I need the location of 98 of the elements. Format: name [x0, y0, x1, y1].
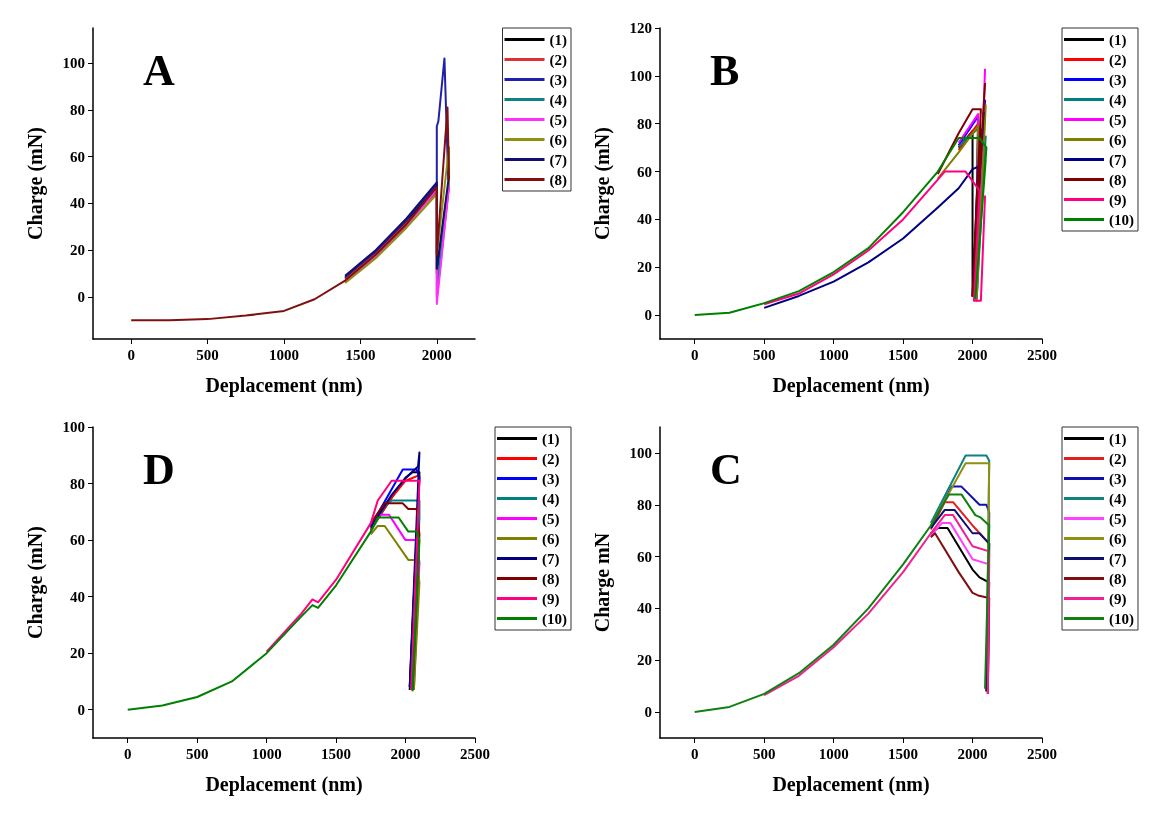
- legend-label: (3): [1109, 71, 1127, 89]
- y-tick-label: 80: [637, 496, 652, 513]
- chart-title: C: [710, 444, 742, 494]
- legend-label: (3): [1109, 470, 1127, 488]
- y-tick-label: 20: [637, 259, 652, 276]
- y-tick-label: 0: [77, 288, 85, 305]
- y-tick-label: 20: [637, 652, 652, 669]
- y-axis-title: Charge (mN): [24, 127, 47, 240]
- x-tick-label: 0: [690, 745, 699, 762]
- legend-label: (10): [1109, 610, 1135, 628]
- legend-label: (6): [1109, 131, 1127, 149]
- x-tick-label: 1500: [888, 745, 919, 762]
- x-tick-label: 0: [127, 346, 135, 363]
- x-tick-label: 2500: [460, 745, 490, 762]
- x-axis-title: Deplacement (nm): [205, 773, 363, 796]
- legend-label: (5): [1109, 510, 1127, 528]
- y-tick-label: 0: [644, 307, 652, 324]
- legend-label: (4): [1109, 490, 1127, 508]
- chart-title: D: [143, 444, 175, 494]
- x-axis-title: Deplacement (nm): [772, 374, 930, 397]
- y-tick-label: 100: [62, 55, 85, 72]
- x-tick-label: 2000: [957, 745, 988, 762]
- y-axis-title: Charge mN: [591, 532, 614, 633]
- legend-label: (10): [542, 610, 568, 628]
- legend-label: (2): [1109, 51, 1127, 69]
- y-tick-label: 80: [70, 101, 85, 118]
- legend-label: (1): [549, 31, 568, 49]
- y-tick-label: 40: [70, 195, 85, 212]
- legend-label: (8): [542, 570, 560, 588]
- y-tick-label: 80: [637, 115, 652, 132]
- legend-label: (5): [1109, 111, 1127, 129]
- legend-label: (7): [1109, 151, 1127, 169]
- legend-label: (4): [549, 91, 568, 109]
- x-tick-label: 500: [752, 745, 776, 762]
- legend-label: (6): [1109, 530, 1127, 548]
- legend-label: (3): [542, 470, 560, 488]
- x-tick-label: 1000: [818, 346, 849, 363]
- x-tick-label: 2000: [421, 346, 452, 363]
- legend-label: (6): [542, 530, 560, 548]
- legend-label: (6): [549, 131, 568, 149]
- y-tick-label: 0: [77, 701, 85, 718]
- x-axis-title: Deplacement (nm): [772, 773, 930, 796]
- x-tick-label: 2500: [1027, 745, 1057, 762]
- y-tick-label: 20: [70, 242, 85, 259]
- x-tick-label: 1500: [345, 346, 376, 363]
- y-tick-label: 0: [644, 704, 652, 721]
- y-tick-label: 100: [629, 67, 652, 84]
- y-tick-label: 60: [70, 532, 85, 549]
- legend-label: (8): [1109, 171, 1127, 189]
- y-tick-label: 100: [62, 419, 85, 435]
- y-tick-label: 40: [70, 588, 85, 605]
- legend-label: (5): [542, 510, 560, 528]
- y-tick-label: 60: [637, 548, 652, 565]
- chart-title: B: [710, 45, 740, 95]
- y-tick-label: 40: [637, 211, 652, 228]
- legend-label: (5): [549, 111, 568, 129]
- legend-label: (4): [542, 490, 560, 508]
- chart-title: A: [143, 45, 175, 95]
- x-tick-label: 500: [196, 346, 219, 363]
- x-tick-label: 2000: [957, 346, 988, 363]
- legend-label: (9): [1109, 590, 1127, 608]
- y-axis-title: Charge (mN): [24, 526, 47, 639]
- x-tick-label: 1000: [251, 745, 282, 762]
- legend-label: (7): [549, 151, 568, 169]
- legend-label: (9): [542, 590, 560, 608]
- x-tick-label: 1500: [321, 745, 352, 762]
- y-tick-label: 40: [637, 600, 652, 617]
- x-tick-label: 1000: [818, 745, 849, 762]
- legend-label: (2): [1109, 450, 1127, 468]
- legend-label: (4): [1109, 91, 1127, 109]
- y-tick-label: 20: [70, 645, 85, 662]
- x-tick-label: 1500: [888, 346, 919, 363]
- legend-label: (2): [542, 450, 560, 468]
- x-tick-label: 2500: [1027, 346, 1057, 363]
- legend-label: (3): [549, 71, 568, 89]
- legend-label: (8): [549, 171, 568, 189]
- legend-label: (10): [1109, 211, 1135, 229]
- legend-label: (7): [1109, 550, 1127, 568]
- y-tick-label: 100: [629, 444, 652, 461]
- legend-label: (1): [542, 430, 560, 448]
- x-axis-title: Deplacement (nm): [205, 374, 363, 397]
- y-axis-title: Charge (mN): [591, 127, 614, 240]
- legend-label: (8): [1109, 570, 1127, 588]
- legend-label: (1): [1109, 31, 1127, 49]
- x-tick-label: 500: [185, 745, 209, 762]
- x-tick-label: 500: [752, 346, 776, 363]
- y-tick-label: 60: [70, 148, 85, 165]
- x-tick-label: 0: [690, 346, 699, 363]
- y-tick-label: 80: [70, 475, 85, 492]
- legend-label: (9): [1109, 191, 1127, 209]
- legend-label: (7): [542, 550, 560, 568]
- y-tick-label: 120: [629, 20, 652, 36]
- x-tick-label: 1000: [269, 346, 299, 363]
- x-tick-label: 2000: [390, 745, 421, 762]
- legend-label: (2): [549, 51, 568, 69]
- y-tick-label: 60: [637, 163, 652, 180]
- legend-label: (1): [1109, 430, 1127, 448]
- x-tick-label: 0: [123, 745, 132, 762]
